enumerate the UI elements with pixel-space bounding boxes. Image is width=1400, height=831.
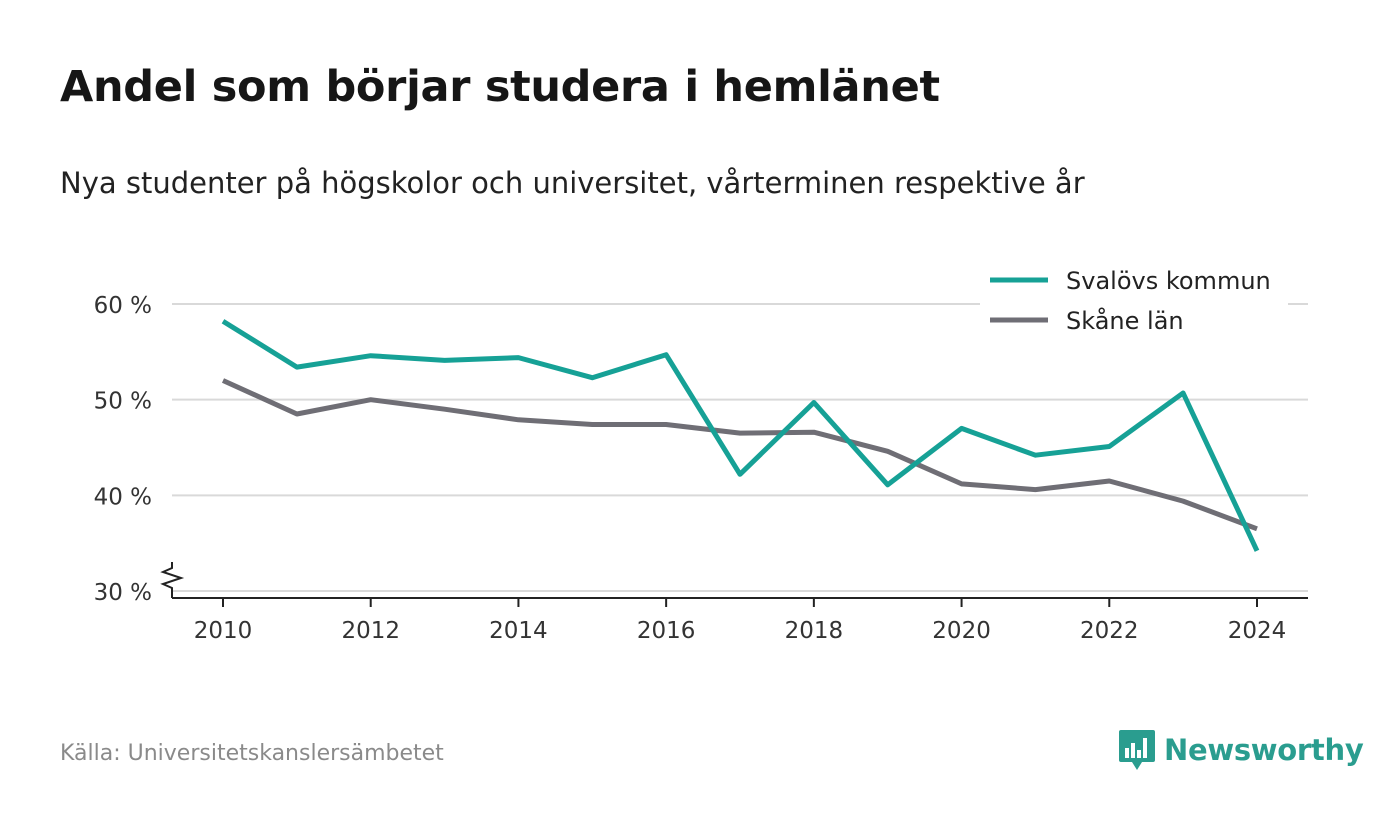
legend: Svalövs kommun Skåne län [980, 262, 1288, 346]
x-tick-label: 2022 [1080, 618, 1139, 644]
series-line-svalovs-kommun [221, 319, 1260, 552]
bar-chart-speech-bubble-icon [1119, 730, 1155, 770]
y-tick-label: 60 % [94, 293, 152, 319]
y-tick-label: 40 % [94, 484, 152, 510]
x-tick-label: 2016 [637, 618, 696, 644]
x-tick-label: 2014 [489, 618, 548, 644]
x-tick-label: 2018 [785, 618, 844, 644]
x-tick-label: 2010 [194, 618, 253, 644]
series-line-skane-lan [221, 378, 1258, 532]
axes: 30 % 40 % 50 % 60 % 2010 2012 2014 2016 2018 2020… [94, 293, 1308, 644]
legend-background [980, 262, 1288, 346]
y-tick-label: 30 % [94, 580, 152, 606]
source-note: Källa: Universitetskanslersämbetet [60, 741, 444, 766]
chart-subtitle: Nya studenter på högskolor och universit… [60, 166, 1085, 200]
x-tick-label: 2012 [341, 618, 400, 644]
brand-name: Newsworthy [1164, 733, 1364, 767]
gridlines [172, 303, 1308, 592]
x-tick-label: 2024 [1228, 618, 1287, 644]
legend-label: Svalövs kommun [1066, 267, 1271, 295]
brand-logo: Newsworthy [1118, 728, 1364, 772]
y-tick-label: 50 % [94, 389, 152, 415]
series-lines [221, 319, 1260, 552]
x-tick-label: 2020 [932, 618, 991, 644]
zigzag-axis-break-icon [160, 562, 185, 598]
chart-title: Andel som börjar studera i hemlänet [60, 62, 940, 112]
legend-label: Skåne län [1066, 306, 1184, 335]
